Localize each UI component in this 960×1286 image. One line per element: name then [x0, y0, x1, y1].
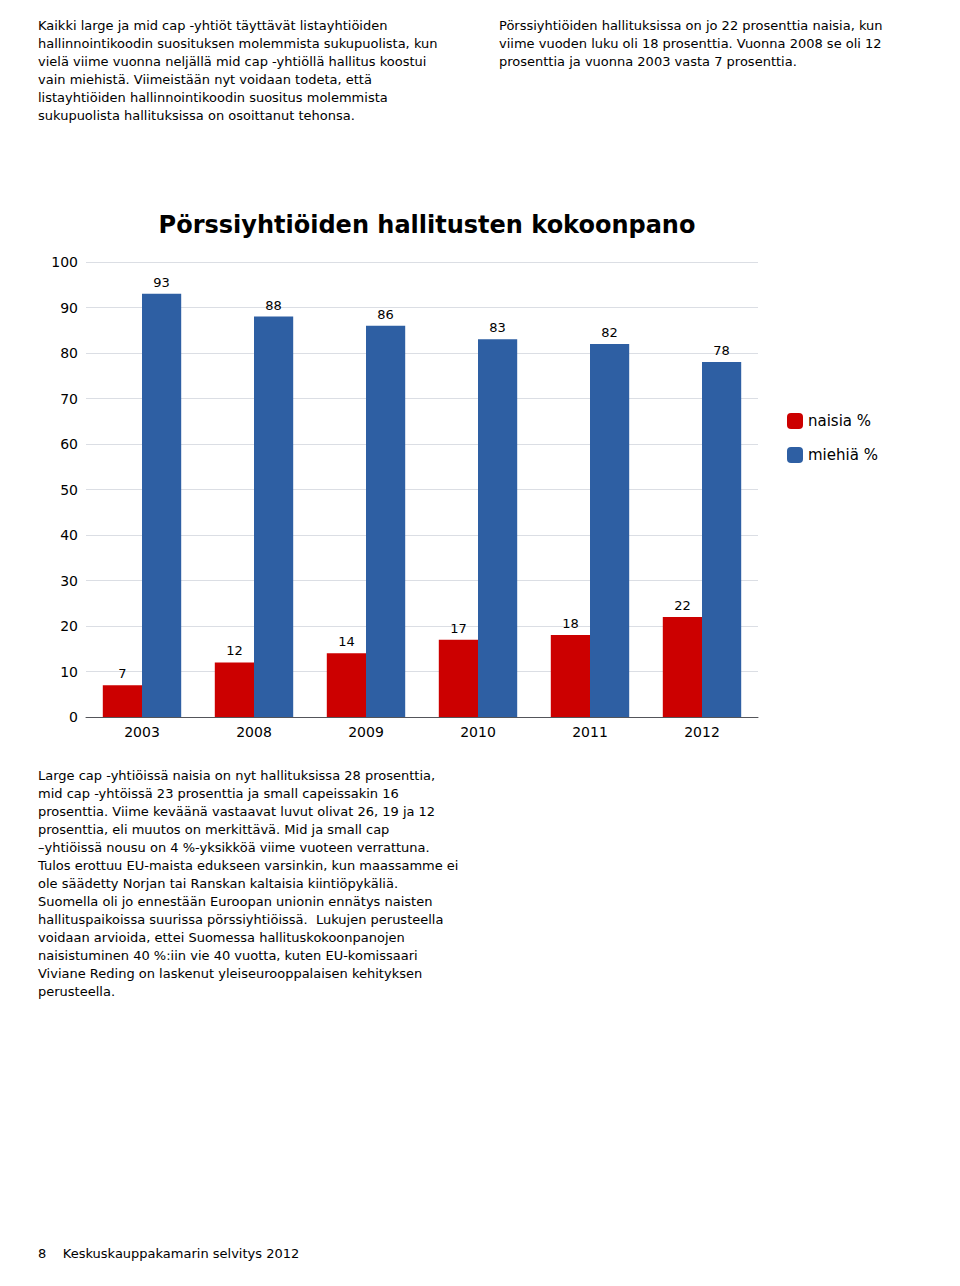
svg-text:Pörssiyhtiöiden hallitusten ko: Pörssiyhtiöiden hallitusten kokoonpano — [159, 211, 696, 239]
svg-text:78: 78 — [713, 343, 730, 358]
svg-text:voidaan arvioida, ettei Suomes: voidaan arvioida, ettei Suomessa hallitu… — [38, 930, 409, 945]
svg-text:70: 70 — [60, 391, 78, 407]
svg-text:2011: 2011 — [572, 724, 608, 740]
svg-text:22: 22 — [674, 598, 691, 613]
svg-text:vain miehistä. Viimeistään nyt: vain miehistä. Viimeistään nyt voidaan t… — [38, 72, 376, 87]
svg-text:7: 7 — [118, 666, 126, 681]
svg-text:naisistuminen 40 %:iin vie 40: naisistuminen 40 %:iin vie 40 vuotta, ku… — [38, 948, 422, 963]
svg-text:prosenttia ja vuonna 2003 vast: prosenttia ja vuonna 2003 vasta 7 prosen… — [499, 54, 797, 69]
svg-text:10: 10 — [60, 664, 78, 680]
svg-text:14: 14 — [338, 634, 355, 649]
svg-text:–yhtiöissä nousu on 4 %-yksikk: –yhtiöissä nousu on 4 %-yksikköä viime v… — [38, 840, 434, 855]
svg-text:sukupuolista hallituksissa on: sukupuolista hallituksissa on osoittanut… — [38, 108, 355, 123]
svg-text:90: 90 — [60, 300, 78, 316]
svg-text:60: 60 — [60, 436, 78, 452]
svg-text:20: 20 — [60, 618, 78, 634]
svg-text:2012: 2012 — [684, 724, 720, 740]
svg-text:12: 12 — [226, 643, 243, 658]
svg-text:93: 93 — [153, 275, 170, 290]
svg-text:2008: 2008 — [236, 724, 272, 740]
svg-text:2009: 2009 — [348, 724, 384, 740]
svg-text:100: 100 — [51, 254, 78, 270]
svg-text:50: 50 — [60, 482, 78, 498]
svg-text:88: 88 — [265, 298, 282, 313]
svg-text:80: 80 — [60, 345, 78, 361]
svg-text:perusteella.: perusteella. — [38, 984, 115, 999]
svg-text:Kaikki large ja mid cap -yhtiö: Kaikki large ja mid cap -yhtiöt täyttävä… — [38, 18, 392, 33]
svg-text:18: 18 — [562, 616, 579, 631]
svg-text:40: 40 — [60, 527, 78, 543]
svg-text:hallinnointikoodin suosituksen: hallinnointikoodin suosituksen molemmist… — [38, 36, 442, 51]
svg-text:17: 17 — [450, 621, 467, 636]
svg-text:82: 82 — [601, 325, 618, 340]
svg-text:hallituspaikoissa suurissa pör: hallituspaikoissa suurissa pörssiyhtiöis… — [38, 912, 448, 927]
svg-text:2010: 2010 — [460, 724, 496, 740]
svg-text:viime vuoden luku oli 18 prose: viime vuoden luku oli 18 prosenttia. Vuo… — [499, 36, 886, 51]
svg-text:miehiä %: miehiä % — [808, 446, 878, 464]
svg-text:86: 86 — [377, 307, 394, 322]
svg-text:Suomella oli jo ennestään Euro: Suomella oli jo ennestään Euroopan union… — [38, 894, 437, 909]
svg-text:0: 0 — [69, 709, 78, 725]
svg-text:naisia %: naisia % — [808, 412, 871, 430]
svg-text:Pörssiyhtiöiden hallituksissa: Pörssiyhtiöiden hallituksissa on jo 22 p… — [499, 18, 887, 33]
svg-text:prosenttia, eli muutos on merk: prosenttia, eli muutos on merkittävä. Mi… — [38, 822, 394, 837]
svg-text:83: 83 — [489, 320, 506, 335]
svg-text:Tulos erottuu EU-maista edukse: Tulos erottuu EU-maista edukseen varsink… — [37, 858, 463, 873]
svg-text:mid cap -yhtöissä 23 prosentti: mid cap -yhtöissä 23 prosenttia ja small… — [38, 786, 403, 801]
svg-text:vielä viime vuonna neljällä mi: vielä viime vuonna neljällä mid cap -yht… — [38, 54, 431, 69]
svg-text:Viviane Reding on laskenut yle: Viviane Reding on laskenut yleiseurooppa… — [38, 966, 426, 981]
svg-text:listayhtiöiden hallinnointikoo: listayhtiöiden hallinnointikoodin suosit… — [38, 90, 392, 105]
svg-text:prosenttia. Viime keväänä vast: prosenttia. Viime keväänä vastaavat luvu… — [38, 804, 439, 819]
svg-text:8 Keskuskauppakamarin selvi: 8 Keskuskauppakamarin selvitys 2012 — [38, 1246, 299, 1261]
svg-text:2003: 2003 — [124, 724, 160, 740]
svg-text:ole säädetty Norjan tai Ranska: ole säädetty Norjan tai Ranskan kaltaisi… — [38, 876, 402, 891]
svg-text:Large cap -yhtiöissä naisia on: Large cap -yhtiöissä naisia on nyt halli… — [38, 768, 439, 783]
svg-text:30: 30 — [60, 573, 78, 589]
